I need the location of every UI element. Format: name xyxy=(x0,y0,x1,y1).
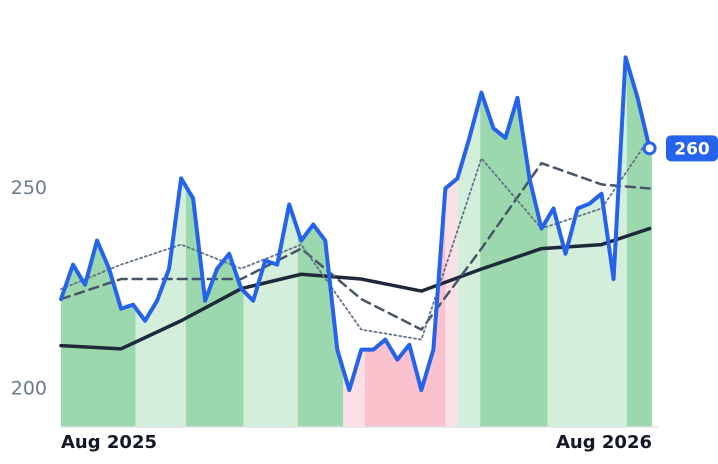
last-value-badge xyxy=(666,135,718,162)
shaded-area xyxy=(243,204,298,427)
shaded-area xyxy=(547,57,627,428)
series-line xyxy=(59,226,652,351)
shaded-area xyxy=(135,178,186,427)
x-tick-label: Aug 2025 xyxy=(61,432,157,453)
series-line xyxy=(59,55,652,393)
x-tick-label: Aug 2026 xyxy=(556,432,652,453)
shaded-area xyxy=(343,349,365,427)
series-line xyxy=(60,137,651,341)
y-tick-label: 200 xyxy=(11,377,47,399)
shaded-area xyxy=(61,240,136,427)
series-line xyxy=(59,161,651,331)
shaded-area xyxy=(445,178,458,427)
shaded-area xyxy=(626,61,652,427)
y-tick-label: 250 xyxy=(11,177,47,199)
shaded-area xyxy=(364,188,446,427)
last-point xyxy=(642,141,657,156)
shaded-area xyxy=(185,186,244,427)
last-value-label: 260 xyxy=(674,139,710,159)
